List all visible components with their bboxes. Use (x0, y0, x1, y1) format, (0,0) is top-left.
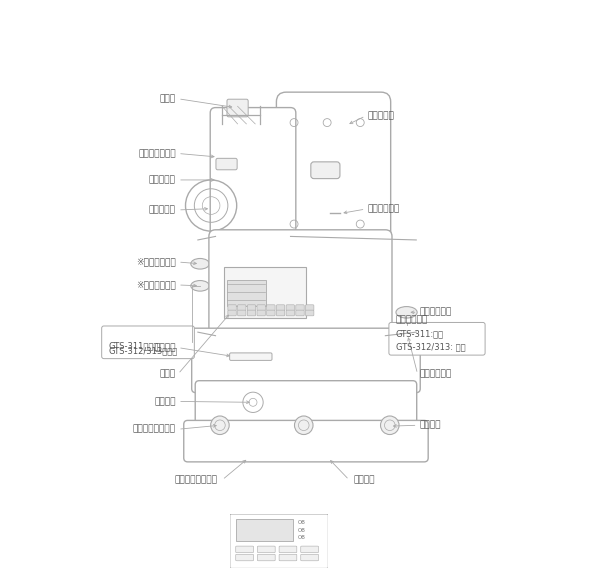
Text: ※竖直微动螺旋: ※竖直微动螺旋 (136, 280, 176, 289)
Ellipse shape (191, 258, 210, 269)
Text: 望远镜把手: 望远镜把手 (149, 175, 176, 185)
Text: 长水准管: 长水准管 (154, 343, 176, 352)
FancyBboxPatch shape (296, 305, 304, 311)
FancyBboxPatch shape (195, 380, 417, 434)
Text: 操作键: 操作键 (159, 370, 176, 379)
FancyBboxPatch shape (228, 310, 236, 316)
Text: 整平螺旋: 整平螺旋 (420, 421, 441, 430)
FancyBboxPatch shape (301, 554, 319, 561)
Text: ※竖直制动螺旋: ※竖直制动螺旋 (136, 257, 176, 266)
Text: GTS-312/313：单速: GTS-312/313：单速 (108, 347, 177, 356)
Ellipse shape (211, 416, 229, 434)
Text: 水平制动螺旋: 水平制动螺旋 (420, 370, 452, 379)
Text: OB: OB (298, 535, 306, 540)
Text: GTS-311:双速: GTS-311:双速 (396, 329, 444, 338)
FancyBboxPatch shape (257, 554, 275, 561)
FancyBboxPatch shape (286, 310, 294, 316)
FancyBboxPatch shape (209, 230, 392, 342)
Ellipse shape (396, 329, 417, 340)
Bar (226, 280, 266, 306)
Ellipse shape (191, 281, 210, 291)
FancyBboxPatch shape (184, 421, 428, 462)
FancyBboxPatch shape (279, 546, 297, 552)
FancyBboxPatch shape (276, 310, 285, 316)
FancyBboxPatch shape (306, 310, 314, 316)
FancyBboxPatch shape (227, 99, 248, 117)
FancyBboxPatch shape (247, 310, 256, 316)
Bar (236, 519, 293, 541)
Text: 圆水准器校正螺丝: 圆水准器校正螺丝 (133, 425, 176, 434)
FancyBboxPatch shape (238, 310, 246, 316)
FancyBboxPatch shape (267, 305, 275, 311)
Text: 璇准器: 璇准器 (159, 95, 176, 103)
Text: OB: OB (298, 520, 306, 525)
FancyBboxPatch shape (257, 305, 266, 311)
FancyBboxPatch shape (301, 546, 319, 552)
Text: 基座底板: 基座底板 (353, 476, 375, 484)
Text: 水平微动螺旋: 水平微动螺旋 (420, 308, 452, 317)
FancyBboxPatch shape (296, 310, 304, 316)
FancyBboxPatch shape (192, 328, 420, 393)
Text: 电池锁定杆: 电池锁定杆 (368, 112, 395, 120)
Text: OB: OB (298, 528, 306, 533)
FancyBboxPatch shape (247, 305, 256, 311)
Ellipse shape (294, 416, 313, 434)
FancyBboxPatch shape (276, 92, 390, 273)
FancyBboxPatch shape (276, 305, 285, 311)
FancyBboxPatch shape (101, 326, 195, 359)
FancyBboxPatch shape (228, 305, 236, 311)
Text: 圆水准器: 圆水准器 (154, 397, 176, 406)
Text: 三角基座固定装置: 三角基座固定装置 (175, 476, 218, 484)
FancyBboxPatch shape (306, 305, 314, 311)
FancyBboxPatch shape (286, 305, 294, 311)
FancyBboxPatch shape (279, 554, 297, 561)
FancyBboxPatch shape (257, 310, 266, 316)
Text: 水平微动螺旋: 水平微动螺旋 (396, 316, 428, 325)
FancyBboxPatch shape (230, 514, 328, 568)
Text: 望远镜目镜: 望远镜目镜 (149, 206, 176, 214)
FancyBboxPatch shape (238, 305, 246, 311)
Text: 仪器中心标志: 仪器中心标志 (368, 205, 400, 214)
Text: 望远镜调焦螺旋: 望远镜调焦螺旋 (138, 149, 176, 158)
FancyBboxPatch shape (210, 108, 296, 244)
FancyBboxPatch shape (389, 323, 485, 355)
FancyBboxPatch shape (230, 353, 272, 360)
FancyBboxPatch shape (311, 162, 340, 179)
FancyBboxPatch shape (236, 554, 254, 561)
FancyBboxPatch shape (216, 158, 237, 170)
Ellipse shape (380, 416, 399, 434)
Ellipse shape (396, 307, 417, 318)
Text: GTS-311：双速: GTS-311：双速 (108, 341, 159, 350)
FancyBboxPatch shape (257, 546, 275, 552)
Bar (224, 267, 306, 318)
Text: GTS-312/313: 单速: GTS-312/313: 单速 (396, 342, 465, 351)
FancyBboxPatch shape (267, 310, 275, 316)
FancyBboxPatch shape (236, 546, 254, 552)
